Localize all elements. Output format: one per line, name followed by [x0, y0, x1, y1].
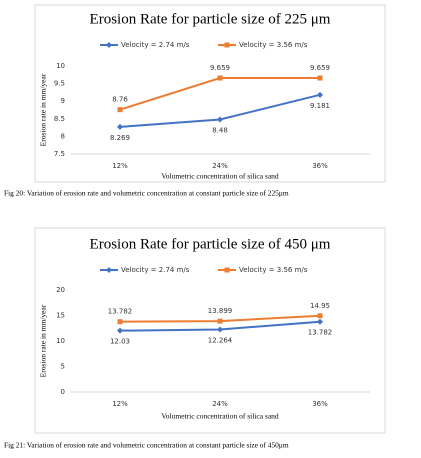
y-tick-label: 15 — [56, 312, 65, 320]
data-point — [317, 313, 323, 319]
y-axis-label: Erosion rate in mm/year — [39, 73, 48, 146]
chart-title: Erosion Rate for particle size of 225 μm — [90, 11, 331, 27]
chart-title: Erosion Rate for particle size of 450 μm — [90, 236, 331, 252]
y-tick-label: 5 — [61, 363, 65, 371]
y-axis-label: Erosion rate in mm/year — [39, 304, 48, 377]
legend-marker — [106, 42, 112, 48]
data-label: 9.659 — [210, 64, 230, 72]
y-tick-label: 8 — [61, 132, 65, 140]
legend-marker — [224, 42, 230, 48]
x-tick-label: 36% — [312, 162, 328, 170]
data-label: 13.782 — [308, 329, 333, 337]
data-label: 9.659 — [310, 64, 330, 72]
x-tick-label: 24% — [212, 400, 228, 408]
x-tick-label: 12% — [112, 162, 128, 170]
data-point — [217, 75, 223, 81]
y-tick-label: 9 — [61, 97, 65, 105]
legend-label: Velocity = 2.74 m/s — [121, 41, 190, 49]
legend-label: Velocity = 2.74 m/s — [121, 266, 190, 274]
data-label: 9.181 — [310, 102, 330, 110]
y-tick-label: 0 — [61, 388, 65, 396]
caption: Fig 21: Variation of erosion rate and vo… — [4, 441, 289, 450]
data-label: 8.76 — [112, 96, 128, 104]
data-point — [117, 123, 123, 130]
data-label: 13.782 — [108, 308, 133, 316]
data-point — [317, 318, 323, 325]
data-label: 13.899 — [208, 307, 233, 315]
data-label: 12.264 — [208, 336, 233, 344]
data-point — [317, 91, 323, 98]
x-axis-label: Volumetric concentration of silica sand — [161, 172, 279, 181]
data-point — [117, 327, 123, 334]
data-point — [217, 326, 223, 333]
data-point — [117, 107, 123, 113]
y-tick-label: 7.5 — [54, 150, 65, 158]
x-tick-label: 36% — [312, 400, 328, 408]
data-point — [217, 318, 223, 324]
y-tick-label: 10 — [56, 337, 65, 345]
data-point — [117, 319, 123, 325]
y-tick-label: 20 — [56, 286, 65, 294]
caption: Fig 20: Variation of erosion rate and vo… — [4, 189, 289, 198]
legend-label: Velocity = 3.56 m/s — [239, 41, 308, 49]
legend-marker — [106, 267, 112, 273]
legend-label: Velocity = 3.56 m/s — [239, 266, 308, 274]
chart-frame — [34, 4, 386, 183]
data-label: 12.03 — [110, 338, 130, 346]
data-label: 8.48 — [212, 127, 228, 135]
data-label: 8.269 — [110, 134, 130, 142]
x-tick-label: 12% — [112, 400, 128, 408]
x-tick-label: 24% — [212, 162, 228, 170]
y-tick-label: 9.5 — [54, 80, 65, 88]
y-tick-label: 8.5 — [54, 115, 65, 123]
data-point — [217, 116, 223, 123]
data-label: 14.95 — [310, 302, 330, 310]
legend-marker — [224, 267, 230, 273]
data-point — [317, 75, 323, 81]
x-axis-label: Volumetric concentration of silica sand — [161, 412, 279, 421]
y-tick-label: 10 — [56, 62, 65, 70]
